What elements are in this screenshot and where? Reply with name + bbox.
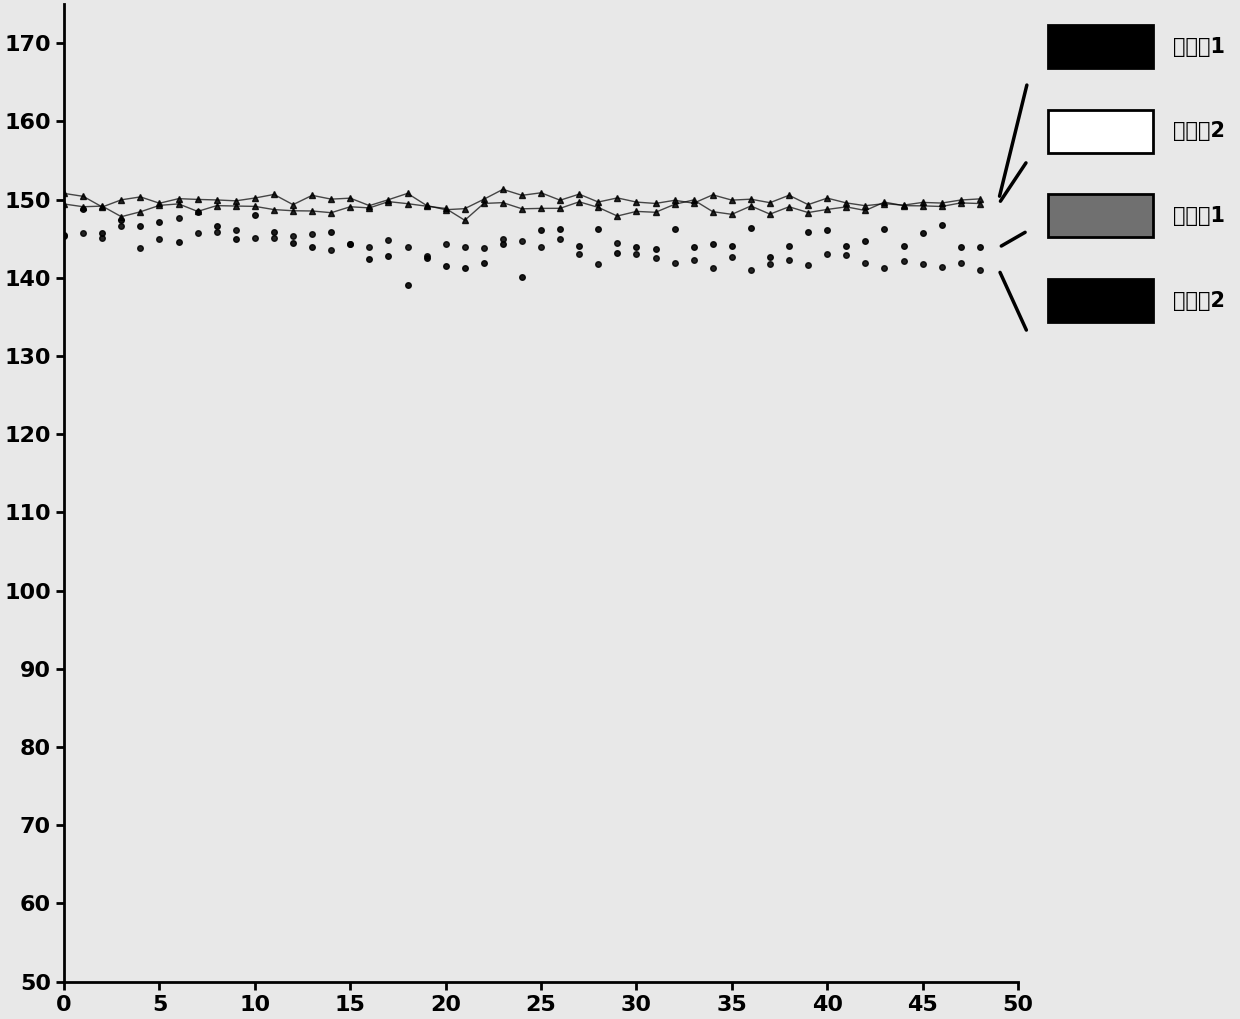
Legend: 实施例1, 实施例2, 对比例1, 对比例2: 实施例1, 实施例2, 对比例1, 对比例2 [1038, 14, 1236, 332]
